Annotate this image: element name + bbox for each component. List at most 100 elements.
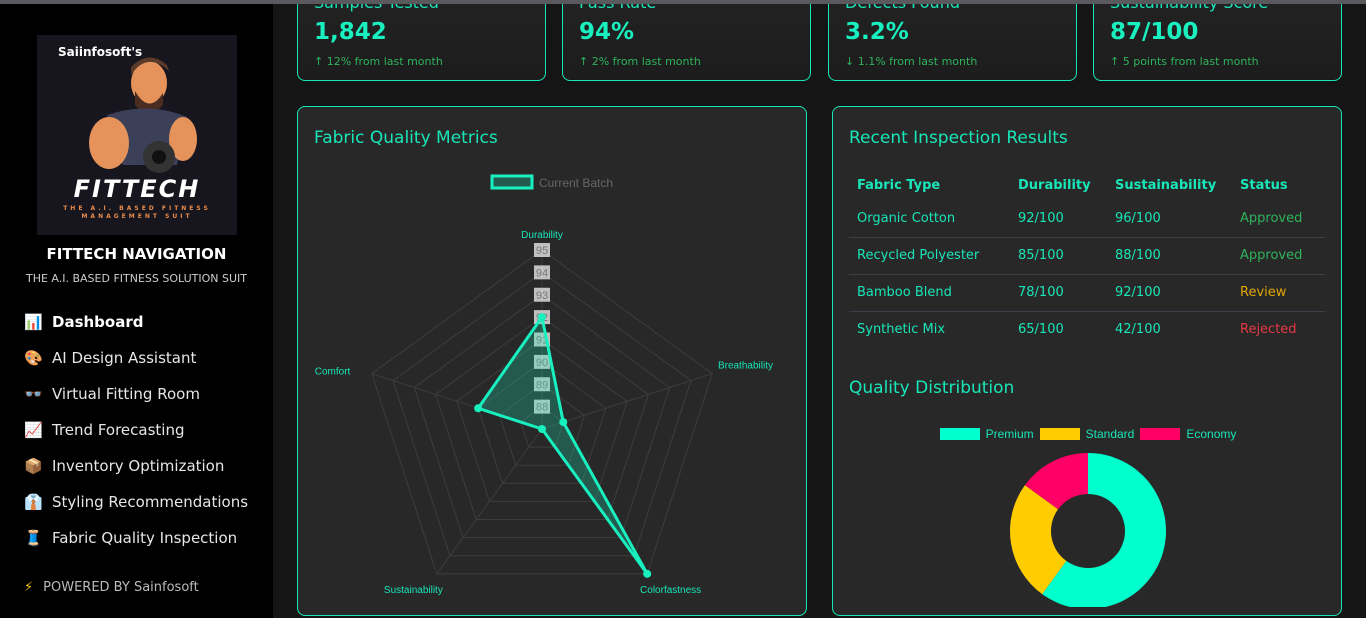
fabric-quality-metrics-panel: Fabric Quality Metrics Durability Breatha… — [297, 106, 807, 616]
table-cell: Synthetic Mix — [857, 322, 946, 338]
logo-subtitle: THE A.I. BASED FITNESS MANAGEMENT SUIT — [63, 205, 211, 220]
table-cell: 92/100 — [1107, 274, 1232, 312]
nav-label: Inventory Optimization — [52, 457, 225, 475]
radar-tick-backdrop — [534, 243, 550, 257]
stat-card-defects-found: Defects Found 3.2% ↓ 1.1% from last month — [828, 0, 1077, 81]
glasses-icon: 👓 — [24, 385, 43, 403]
radar-axis-label: Durability — [521, 230, 563, 241]
nav-menu: 📊 Dashboard 🎨 AI Design Assistant 👓 Virtual… — [24, 304, 248, 556]
radar-axis-label: Comfort — [315, 367, 351, 378]
radar-legend-label[interactable]: Current Batch — [539, 176, 613, 190]
palette-icon: 🎨 — [24, 349, 43, 367]
legend-item-premium[interactable]: Premium — [939, 427, 1034, 441]
status-badge: Review — [1232, 274, 1325, 312]
thread-spool-icon: 🧵 — [24, 529, 43, 547]
radar-grid-ring — [498, 383, 586, 466]
table-cell: 85/100 — [1010, 237, 1107, 275]
radar-tick-label: 88 — [536, 402, 548, 414]
status-badge: Approved — [1232, 200, 1325, 238]
radar-axis-label: Colorfastness — [640, 585, 701, 596]
nav-item-inventory-optimization[interactable]: 📦 Inventory Optimization — [24, 448, 248, 484]
table-cell: Recycled Polyester — [849, 237, 1010, 275]
panel-title: Quality Distribution — [849, 378, 1015, 398]
radar-data-point[interactable] — [643, 569, 652, 578]
stat-change: ↑ 12% from last month — [314, 55, 443, 68]
doughnut-slice-premium[interactable] — [1042, 453, 1166, 607]
radar-data-point[interactable] — [538, 313, 546, 322]
status-badge: Approved — [1232, 237, 1325, 275]
nav-item-dashboard[interactable]: 📊 Dashboard — [24, 304, 248, 340]
table-cell: 96/100 — [1107, 200, 1232, 238]
radar-chart: Durability Breathability Colorfastness Sust… — [315, 174, 773, 596]
table-cell: 78/100 — [1010, 274, 1107, 312]
table-cell: 42/100 — [1115, 322, 1161, 338]
legend-swatch — [1140, 428, 1181, 440]
bodybuilder-illustration — [89, 57, 197, 173]
nav-label: Fabric Quality Inspection — [52, 529, 238, 547]
nav-item-styling-recommendations[interactable]: 👔 Styling Recommendations — [24, 484, 248, 520]
nav-item-ai-design-assistant[interactable]: 🎨 AI Design Assistant — [24, 340, 248, 376]
legend-item-standard[interactable]: Standard — [1039, 427, 1134, 441]
radar-tick-label: 90 — [536, 357, 548, 369]
column-header: Durability — [1018, 177, 1091, 193]
column-header: Fabric Type — [857, 177, 941, 193]
legend-label: Premium — [985, 427, 1034, 441]
column-header: Status — [1240, 177, 1288, 193]
table-row: Recycled Polyester 85/100 88/100 Approved — [849, 237, 1325, 275]
radar-axis-line — [436, 428, 543, 575]
table-cell: 88/100 — [1107, 237, 1232, 275]
nav-label: Trend Forecasting — [52, 421, 185, 439]
radar-data-point[interactable] — [538, 425, 546, 433]
radar-tick-label: 93 — [536, 290, 548, 302]
table-cell: Organic Cotton — [849, 200, 1010, 238]
panel-title: Recent Inspection Results — [849, 128, 1068, 148]
stat-value: 3.2% — [845, 19, 909, 45]
logo-title: FITTECH — [73, 175, 201, 203]
radar-axis-label: Sustainability — [384, 585, 443, 596]
sidebar: Saiinfosoft's FITTECH THE A.I. BASED FIT… — [0, 0, 273, 618]
radar-tick-backdrop — [534, 287, 550, 302]
radar-tick-label: 95 — [536, 245, 548, 257]
nav-label: AI Design Assistant — [52, 349, 197, 367]
inspection-table: Fabric Type Durability Sustainability St… — [849, 170, 1325, 348]
window-top-edge — [0, 0, 1366, 4]
stat-value: 87/100 — [1110, 19, 1199, 45]
logo-brand: Saiinfosoft's — [58, 45, 143, 59]
doughnut-slice-economy[interactable] — [1024, 453, 1088, 510]
nav-item-fabric-quality-inspection[interactable]: 🧵 Fabric Quality Inspection — [24, 520, 248, 556]
radar-grid-ring — [371, 249, 713, 575]
trend-chart-icon: 📈 — [24, 421, 43, 439]
column-header: Sustainability — [1115, 177, 1217, 193]
radar-grid-ring — [477, 361, 607, 484]
radar-data-point[interactable] — [474, 404, 483, 413]
radar-data-point[interactable] — [559, 418, 568, 427]
nav-label: Virtual Fitting Room — [52, 385, 200, 403]
radar-axis-line — [541, 373, 713, 430]
inspection-panel: Recent Inspection Results Fabric Type Du… — [832, 106, 1342, 616]
table-row: Synthetic Mix 65/100 42/100 Rejected — [849, 311, 1325, 348]
table-cell: Bamboo Blend — [849, 274, 1010, 312]
panel-title: Fabric Quality Metrics — [314, 128, 498, 148]
legend-label: Economy — [1186, 427, 1237, 441]
radar-tick-backdrop — [534, 354, 550, 369]
nav-item-trend-forecasting[interactable]: 📈 Trend Forecasting — [24, 412, 248, 448]
stat-card-pass-rate: Pass Rate 94% ↑ 2% from last month — [562, 0, 811, 81]
table-row: Bamboo Blend 78/100 92/100 Review — [849, 274, 1325, 312]
radar-tick-backdrop — [534, 377, 550, 392]
legend-swatch — [939, 428, 980, 440]
radar-grid-ring — [435, 316, 649, 521]
radar-tick-label: 94 — [536, 267, 548, 279]
radar-grid-ring — [456, 338, 628, 502]
nav-item-virtual-fitting-room[interactable]: 👓 Virtual Fitting Room — [24, 376, 248, 412]
stat-value: 1,842 — [314, 19, 387, 45]
table-cell: 92/100 — [1010, 200, 1107, 238]
fittech-logo: Saiinfosoft's FITTECH THE A.I. BASED FIT… — [37, 35, 237, 235]
radar-legend-swatch[interactable] — [490, 174, 534, 190]
stat-change: ↑ 2% from last month — [579, 55, 701, 68]
legend-item-economy[interactable]: Economy — [1140, 427, 1236, 441]
legend-swatch — [1039, 428, 1080, 440]
lightning-icon: ⚡ — [24, 580, 34, 595]
doughnut-slice-standard[interactable] — [1010, 485, 1067, 595]
stat-card-samples-tested: Samples Tested 1,842 ↑ 12% from last month — [297, 0, 546, 81]
stat-change: ↑ 5 points from last month — [1110, 55, 1259, 68]
